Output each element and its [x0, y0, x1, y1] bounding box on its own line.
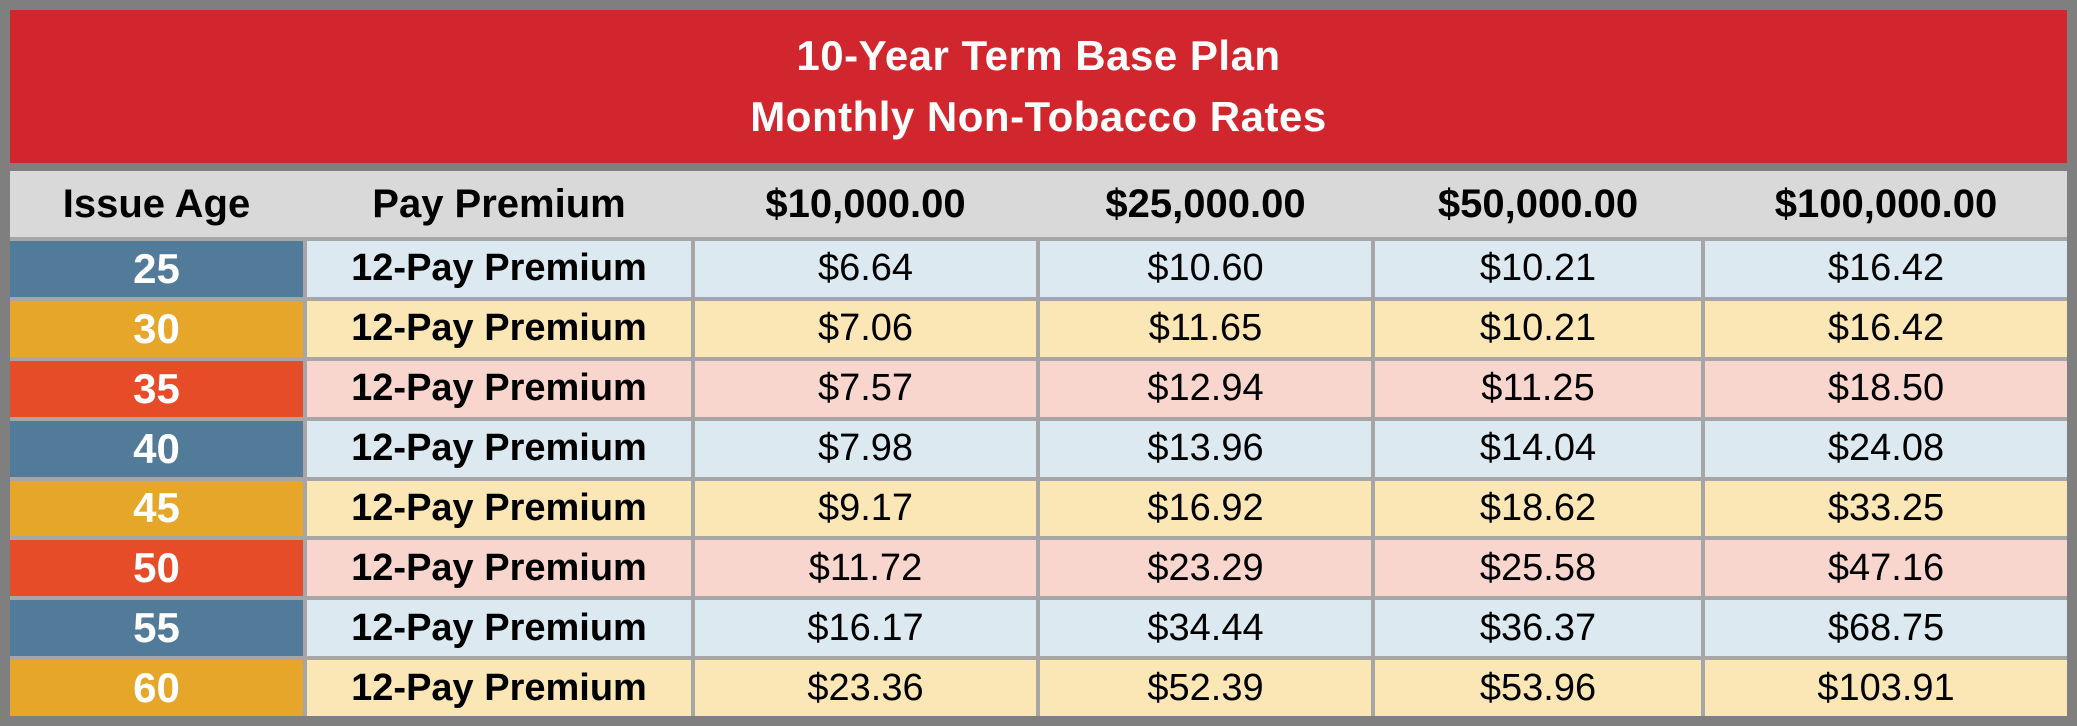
rate-cell-10000: $9.17 — [695, 480, 1036, 537]
rate-cell-25000: $11.65 — [1040, 300, 1371, 357]
header-face-25000: $25,000.00 — [1105, 181, 1306, 226]
rate-cell-100000: $33.25 — [1705, 480, 2067, 537]
header-pay-premium: Pay Premium — [372, 181, 626, 226]
rate-cell-50000: $36.37 — [1375, 600, 1701, 657]
age-cell: 40 — [10, 420, 303, 477]
rate-table: Issue Age Pay Premium $10,000.00 $25,000… — [10, 171, 2067, 716]
rate-cell-100000: $68.75 — [1705, 600, 2067, 657]
rate-cell-25000: $12.94 — [1040, 360, 1371, 417]
premium-type-cell: 12-Pay Premium — [307, 600, 691, 657]
rate-cell-100000: $103.91 — [1705, 660, 2067, 716]
rate-cell-100000: $16.42 — [1705, 300, 2067, 357]
age-cell: 55 — [10, 600, 303, 657]
age-cell: 60 — [10, 660, 303, 716]
premium-type-cell: 12-Pay Premium — [307, 360, 691, 417]
rate-cell-10000: $7.57 — [695, 360, 1036, 417]
rate-cell-50000: $10.21 — [1375, 300, 1701, 357]
rate-cell-10000: $16.17 — [695, 600, 1036, 657]
rate-cell-100000: $47.16 — [1705, 540, 2067, 597]
premium-type-cell: 12-Pay Premium — [307, 420, 691, 477]
rate-cell-10000: $7.98 — [695, 420, 1036, 477]
premium-type-cell: 12-Pay Premium — [307, 300, 691, 357]
rate-cell-25000: $10.60 — [1040, 241, 1371, 297]
premium-type-cell: 12-Pay Premium — [307, 660, 691, 716]
rate-cell-50000: $11.25 — [1375, 360, 1701, 417]
rate-cell-100000: $18.50 — [1705, 360, 2067, 417]
table-header-row: Issue Age Pay Premium $10,000.00 $25,000… — [10, 171, 2067, 237]
rate-cell-25000: $23.29 — [1040, 540, 1371, 597]
rate-cell-25000: $34.44 — [1040, 600, 1371, 657]
rate-cell-50000: $18.62 — [1375, 480, 1701, 537]
title-line-1: 10-Year Term Base Plan — [796, 32, 1281, 80]
rate-cell-10000: $7.06 — [695, 300, 1036, 357]
rate-cell-50000: $53.96 — [1375, 660, 1701, 716]
header-face-50000: $50,000.00 — [1437, 181, 1639, 226]
rate-cell-10000: $11.72 — [695, 540, 1036, 597]
rate-cell-50000: $25.58 — [1375, 540, 1701, 597]
rate-cell-50000: $10.21 — [1375, 241, 1701, 297]
header-face-10000: $10,000.00 — [765, 181, 966, 226]
rate-cell-100000: $24.08 — [1705, 420, 2067, 477]
age-cell: 45 — [10, 480, 303, 537]
rate-cell-25000: $16.92 — [1040, 480, 1371, 537]
rate-cell-100000: $16.42 — [1705, 241, 2067, 297]
rate-cell-10000: $23.36 — [695, 660, 1036, 716]
premium-type-cell: 12-Pay Premium — [307, 540, 691, 597]
rate-cell-25000: $13.96 — [1040, 420, 1371, 477]
premium-type-cell: 12-Pay Premium — [307, 480, 691, 537]
age-cell: 50 — [10, 540, 303, 597]
age-cell: 30 — [10, 300, 303, 357]
premium-type-cell: 12-Pay Premium — [307, 241, 691, 297]
title-banner: 10-Year Term Base Plan Monthly Non-Tobac… — [10, 10, 2067, 163]
rate-cell-50000: $14.04 — [1375, 420, 1701, 477]
rate-cell-10000: $6.64 — [695, 241, 1036, 297]
header-face-100000: $100,000.00 — [1774, 181, 1998, 226]
header-issue-age: Issue Age — [62, 181, 251, 226]
age-cell: 25 — [10, 241, 303, 297]
title-line-2: Monthly Non-Tobacco Rates — [750, 92, 1327, 140]
age-cell: 35 — [10, 360, 303, 417]
rate-cell-25000: $52.39 — [1040, 660, 1371, 716]
